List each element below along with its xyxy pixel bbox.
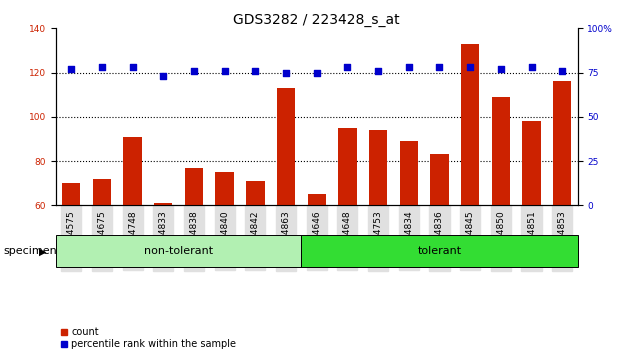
- Point: [404, 64, 414, 70]
- Bar: [461, 44, 479, 205]
- Bar: [56, 235, 301, 267]
- Point: [342, 64, 352, 70]
- Bar: [154, 203, 173, 205]
- Bar: [399, 141, 418, 205]
- Bar: [93, 179, 111, 205]
- Point: [66, 66, 76, 72]
- Bar: [185, 168, 203, 205]
- Text: ▶: ▶: [39, 246, 46, 256]
- Point: [496, 66, 505, 72]
- Point: [373, 68, 383, 74]
- Point: [189, 68, 199, 74]
- Point: [128, 64, 138, 70]
- Bar: [553, 81, 571, 205]
- Point: [97, 64, 107, 70]
- Bar: [430, 154, 448, 205]
- Point: [158, 73, 168, 79]
- Point: [312, 70, 322, 75]
- Bar: [522, 121, 541, 205]
- Bar: [124, 137, 142, 205]
- Point: [250, 68, 260, 74]
- Bar: [338, 128, 356, 205]
- Bar: [301, 235, 578, 267]
- Bar: [277, 88, 295, 205]
- Point: [557, 68, 567, 74]
- Point: [220, 68, 230, 74]
- Text: non-tolerant: non-tolerant: [144, 246, 213, 256]
- Point: [435, 64, 445, 70]
- Bar: [62, 183, 81, 205]
- Point: [527, 64, 537, 70]
- Bar: [369, 130, 388, 205]
- Point: [281, 70, 291, 75]
- Text: tolerant: tolerant: [417, 246, 461, 256]
- Bar: [492, 97, 510, 205]
- Bar: [215, 172, 234, 205]
- Title: GDS3282 / 223428_s_at: GDS3282 / 223428_s_at: [233, 13, 400, 27]
- Text: specimen: specimen: [3, 246, 57, 256]
- Legend: count, percentile rank within the sample: count, percentile rank within the sample: [61, 327, 237, 349]
- Bar: [307, 194, 326, 205]
- Point: [465, 64, 475, 70]
- Bar: [246, 181, 265, 205]
